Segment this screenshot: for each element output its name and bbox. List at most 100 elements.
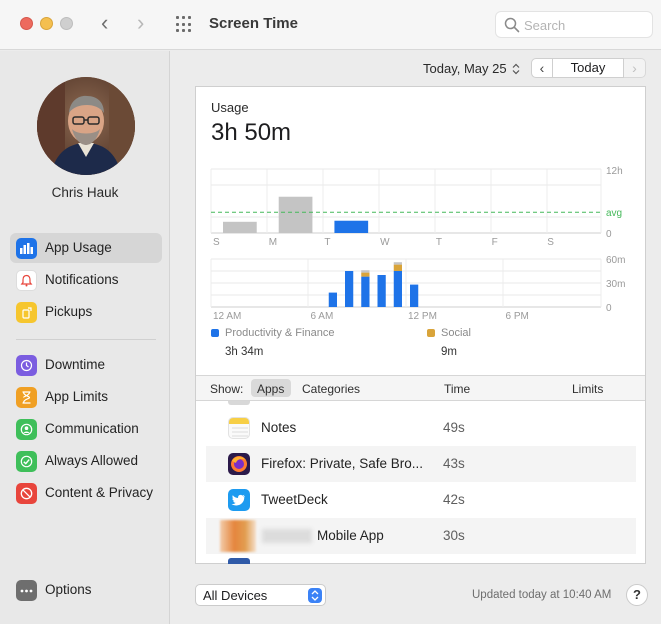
- apps-tab-background: [251, 379, 291, 397]
- hourly-bar-9[interactable]: [361, 272, 370, 277]
- tab-apps[interactable]: Apps: [257, 382, 285, 396]
- weekly-axis-min: 0: [606, 229, 612, 240]
- hourly-axis-label: 60m: [606, 255, 625, 266]
- weekly-bar-1[interactable]: [278, 196, 313, 233]
- sidebar-item-content-privacy[interactable]: Content & Privacy: [10, 478, 162, 508]
- updated-status: Updated today at 10:40 AM: [472, 589, 612, 601]
- hourly-bar-11[interactable]: [393, 262, 402, 265]
- title-bar: ‹ › Screen Time: [0, 0, 661, 50]
- sidebar-item-label: Content & Privacy: [45, 485, 154, 500]
- pickup-icon: [16, 302, 37, 323]
- next-app-icon-peek: [228, 558, 250, 564]
- firefox-icon: [228, 453, 250, 475]
- bell-icon: [16, 270, 37, 291]
- search-icon: [504, 17, 520, 33]
- ellipsis-icon: [16, 580, 37, 601]
- sidebar-item-app-usage[interactable]: App Usage: [10, 233, 162, 263]
- devices-popup[interactable]: All Devices: [195, 584, 326, 606]
- popup-chevron-icon: [308, 588, 322, 603]
- weekly-tick-label: F: [492, 237, 498, 248]
- search-field[interactable]: [495, 11, 653, 38]
- today-button[interactable]: Today: [553, 58, 624, 78]
- hourly-tick-label: 12 PM: [408, 311, 437, 322]
- options-button[interactable]: Options: [10, 575, 162, 605]
- app-name: Mobile App: [317, 528, 384, 543]
- table-row[interactable]: Mobile App 30s: [206, 518, 636, 554]
- weekly-bar-0[interactable]: [223, 221, 257, 233]
- search-input[interactable]: [524, 16, 644, 34]
- notes-icon: [228, 417, 250, 439]
- legend-value: 9m: [441, 346, 457, 358]
- weekly-bar-2[interactable]: [334, 220, 369, 233]
- sidebar-item-label: Notifications: [45, 272, 119, 287]
- hourly-bar-11[interactable]: [393, 264, 402, 271]
- hourly-bar-9[interactable]: [361, 276, 370, 307]
- usage-charts: 12h avg 0 S M T W T F S 60m 30m 0 12 AM 6 AM 12 …: [210, 166, 625, 322]
- weekly-tick-label: T: [324, 237, 330, 248]
- app-time: 30s: [443, 528, 465, 543]
- sidebar-item-always-allowed[interactable]: Always Allowed: [10, 446, 162, 476]
- legend-value: 3h 34m: [225, 346, 264, 358]
- previous-day-button[interactable]: ‹: [531, 58, 553, 78]
- table-row[interactable]: TweetDeck 42s: [206, 482, 636, 518]
- hourly-tick-label: 12 AM: [213, 311, 241, 322]
- table-row[interactable]: Firefox: Private, Safe Bro... 43s: [206, 446, 636, 482]
- avatar[interactable]: [37, 77, 135, 175]
- sidebar-item-downtime[interactable]: Downtime: [10, 350, 162, 380]
- hourly-bar-7[interactable]: [328, 292, 337, 307]
- back-button[interactable]: ‹: [101, 10, 109, 35]
- legend-label: Productivity & Finance: [225, 327, 335, 339]
- tab-categories[interactable]: Categories: [302, 382, 361, 396]
- blurred-app-name: [262, 529, 312, 543]
- sidebar-item-label: Communication: [45, 421, 139, 436]
- hourly-axis-label: 30m: [606, 279, 625, 290]
- weekly-tick-label: T: [436, 237, 442, 248]
- weekly-tick-label: S: [213, 237, 220, 248]
- help-button[interactable]: ?: [626, 584, 648, 606]
- user-name: Chris Hauk: [51, 185, 119, 200]
- weekly-axis-max: 12h: [606, 166, 623, 177]
- zoom-window-button[interactable]: [60, 17, 73, 30]
- sidebar-item-communication[interactable]: Communication: [10, 414, 162, 444]
- forward-button[interactable]: ›: [137, 10, 145, 35]
- legend-dot-productivity: [211, 329, 219, 337]
- weekly-chart: 12h avg 0 S M T W T F S: [210, 166, 623, 248]
- app-time: 49s: [443, 420, 465, 435]
- hourly-tick-label: 6 AM: [311, 311, 334, 322]
- sidebar-item-label: App Usage: [45, 240, 112, 255]
- hourly-bar-10[interactable]: [377, 275, 386, 307]
- options-label: Options: [45, 582, 92, 597]
- next-day-button[interactable]: ›: [624, 58, 646, 78]
- usage-title: Usage: [211, 100, 249, 115]
- app-name: Notes: [261, 420, 297, 435]
- date-stepper-icon[interactable]: [512, 63, 520, 75]
- weekly-tick-label: S: [547, 237, 554, 248]
- hourly-bar-12[interactable]: [410, 284, 419, 307]
- weekly-axis-avg: avg: [606, 208, 622, 219]
- hourly-bar-9[interactable]: [361, 270, 370, 273]
- limits-column-header[interactable]: Limits: [572, 382, 604, 396]
- sidebar-item-pickups[interactable]: Pickups: [10, 297, 162, 327]
- time-column-header[interactable]: Time: [444, 382, 471, 396]
- sidebar: Chris Hauk App Usage Notifications Picku…: [0, 51, 170, 624]
- sidebar-item-label: Always Allowed: [45, 453, 139, 468]
- hourglass-icon: [16, 387, 37, 408]
- person-icon: [16, 419, 37, 440]
- bar-chart-icon: [16, 238, 37, 259]
- minimize-window-button[interactable]: [40, 17, 53, 30]
- hourly-bar-8[interactable]: [345, 271, 354, 307]
- sidebar-item-label: App Limits: [45, 389, 109, 404]
- moon-clock-icon: [16, 355, 37, 376]
- sidebar-item-app-limits[interactable]: App Limits: [10, 382, 162, 412]
- window-title: Screen Time: [209, 15, 298, 32]
- sidebar-item-notifications[interactable]: Notifications: [10, 265, 162, 295]
- table-header: Show: Apps Categories Time Limits: [196, 375, 645, 401]
- hourly-chart: 60m 30m 0 12 AM 6 AM 12 PM 6 PM: [210, 255, 625, 322]
- close-window-button[interactable]: [20, 17, 33, 30]
- table-row[interactable]: Notes 49s: [206, 410, 636, 446]
- hourly-bar-11[interactable]: [393, 271, 402, 307]
- scrolled-app-icon: [228, 401, 250, 405]
- date-selector[interactable]: Today, May 25: [423, 61, 507, 76]
- devices-value: All Devices: [203, 588, 268, 603]
- show-all-grid-icon[interactable]: [176, 16, 193, 33]
